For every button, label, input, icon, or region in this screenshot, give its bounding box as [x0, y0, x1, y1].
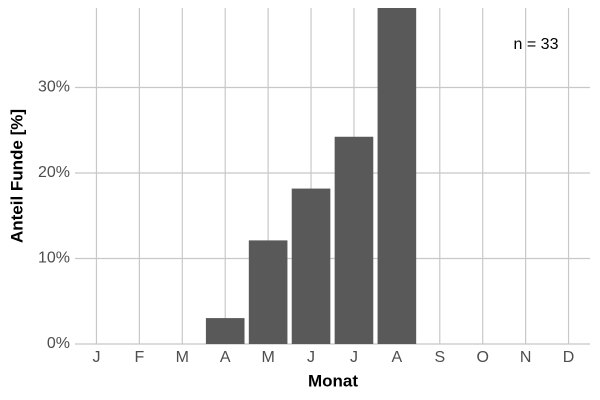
x-tick-label: S [434, 349, 445, 366]
y-axis-title: Anteil Funde [%] [7, 109, 26, 243]
annotation: n = 33 [514, 36, 559, 53]
bar [205, 318, 245, 344]
y-tick-label: 20% [38, 164, 70, 181]
y-tick-label: 0% [47, 335, 70, 352]
bar [334, 136, 374, 344]
x-tick-label: O [476, 349, 488, 366]
x-tick-label: A [220, 349, 231, 366]
x-tick-label: N [520, 349, 532, 366]
x-tick-label: M [261, 349, 274, 366]
x-tick-label: A [392, 349, 403, 366]
x-tick-label: F [134, 349, 144, 366]
bar [248, 240, 288, 344]
y-tick-label: 30% [38, 79, 70, 96]
bar [377, 8, 417, 344]
x-tick-label: J [307, 349, 315, 366]
x-axis-title: Monat [308, 371, 358, 390]
x-tick-label: D [563, 349, 575, 366]
x-tick-label: M [176, 349, 189, 366]
bars [205, 8, 417, 344]
x-tick-label: J [350, 349, 358, 366]
bar [291, 188, 331, 344]
y-tick-label: 10% [38, 250, 70, 267]
x-tick-label: J [92, 349, 100, 366]
grid [75, 8, 590, 345]
